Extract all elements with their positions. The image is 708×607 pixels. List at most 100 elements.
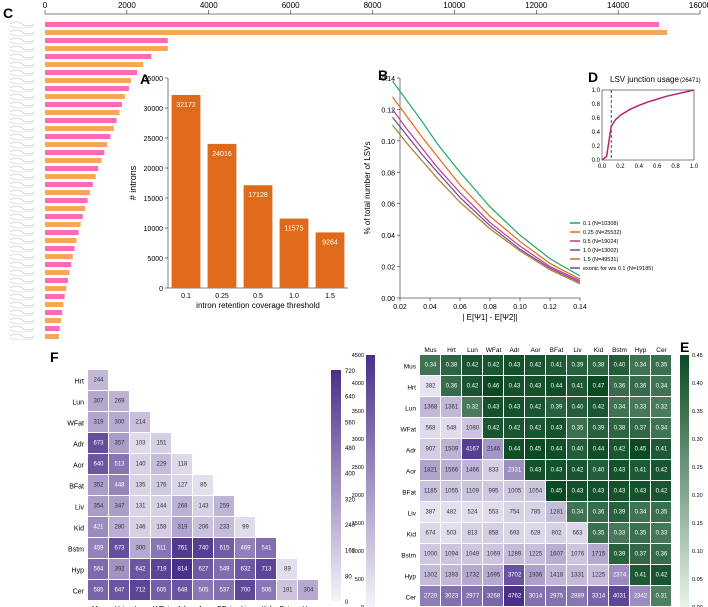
cell-value: 568 xyxy=(425,426,436,432)
cell-value: 176 xyxy=(156,483,167,489)
cell-value: 0.43 xyxy=(593,489,605,495)
svg-text:4500: 4500 xyxy=(352,353,364,359)
lsv-icon xyxy=(10,22,34,28)
col-label: Hyp xyxy=(635,347,647,354)
cell-value: 1289 xyxy=(508,552,522,558)
cell-value: 2146 xyxy=(487,447,501,453)
cell-value: 0.41 xyxy=(551,363,563,369)
svg-text:0.06: 0.06 xyxy=(381,202,395,209)
hbar xyxy=(45,190,90,195)
cell-value: 712 xyxy=(135,588,146,594)
lsv-icon xyxy=(10,102,34,108)
cell-value: 505 xyxy=(198,588,209,594)
hbar xyxy=(45,206,85,211)
cell-value: 103 xyxy=(135,441,146,447)
cell-value: 0.42 xyxy=(488,363,500,369)
cell-value: 0.45 xyxy=(551,489,563,495)
row-label: Hyp xyxy=(72,568,85,575)
cell-value: 3268 xyxy=(487,594,501,600)
cell-value: 0.40 xyxy=(572,405,584,411)
lsv-icon xyxy=(10,94,34,100)
cell-value: 858 xyxy=(488,531,499,537)
svg-text:560: 560 xyxy=(345,420,356,426)
lsv-icon xyxy=(10,62,34,68)
cell-value: 3314 xyxy=(592,594,606,600)
bar xyxy=(208,144,237,288)
colorbar xyxy=(331,370,341,601)
cell-value: 2977 xyxy=(466,594,480,600)
row-label: BFat xyxy=(402,490,416,497)
cell-value: 0.42 xyxy=(509,426,521,432)
cell-value: 0.43 xyxy=(551,468,563,474)
svg-text:0.30: 0.30 xyxy=(692,437,703,443)
cell-value: 564 xyxy=(93,567,104,573)
svg-text:0: 0 xyxy=(159,286,163,293)
hbar xyxy=(45,182,93,187)
svg-text:0.25: 0.25 xyxy=(692,465,703,471)
row-label: Hrt xyxy=(75,379,84,386)
cell-value: 0.42 xyxy=(656,489,668,495)
cell-value: 0.36 xyxy=(614,384,626,390)
cell-value: 0.34 xyxy=(656,426,668,432)
row-label: Hyp xyxy=(404,574,416,581)
row-label: Kid xyxy=(74,526,84,533)
cell-value: 2889 xyxy=(571,594,585,600)
cell-value: 605 xyxy=(156,588,167,594)
svg-text:0.0: 0.0 xyxy=(598,164,607,170)
lsv-icon xyxy=(10,118,34,124)
cell-value: 1185 xyxy=(424,489,438,495)
ylabel: # introns xyxy=(128,165,138,200)
hbar xyxy=(45,86,129,91)
cell-value: 0.31 xyxy=(656,594,668,600)
legend: 0.1 (N=10308)0.25 (N=25532)0.5 (N=19024)… xyxy=(570,221,653,272)
hbar xyxy=(45,326,60,331)
svg-text:0.15: 0.15 xyxy=(692,521,703,527)
line-series xyxy=(393,97,581,279)
bar-value: 24016 xyxy=(212,151,232,158)
cell-value: 3023 xyxy=(445,594,459,600)
xlabel: | E[Ψ1] - E[Ψ2]| xyxy=(462,313,517,322)
cell-value: 1225 xyxy=(529,552,543,558)
cell-value: 548 xyxy=(446,426,457,432)
cell-value: 693 xyxy=(509,531,520,537)
svg-text:0.2: 0.2 xyxy=(592,144,601,150)
cell-value: 506 xyxy=(261,588,272,594)
row-label: Bstm xyxy=(68,547,84,554)
cell-value: 632 xyxy=(240,567,251,573)
svg-text:1.0: 1.0 xyxy=(592,88,601,94)
cell-value: 995 xyxy=(488,489,499,495)
svg-text:0.35: 0.35 xyxy=(692,409,703,415)
colorbar-upper xyxy=(680,355,689,607)
cell-value: 459 xyxy=(93,546,104,552)
lsv-icon xyxy=(10,190,34,196)
cell-value: 713 xyxy=(261,567,272,573)
svg-text:3500: 3500 xyxy=(352,409,364,415)
cell-value: 319 xyxy=(93,420,104,426)
cell-value: 2975 xyxy=(550,594,564,600)
hbar xyxy=(45,254,73,259)
hbar xyxy=(45,166,98,171)
col-label: Liv xyxy=(573,347,582,354)
hbar xyxy=(45,214,83,219)
hbar xyxy=(45,286,66,291)
cell-value: 0.34 xyxy=(572,510,584,516)
cell-value: 814 xyxy=(177,567,188,573)
legend-item: 1.5 (N=49531) xyxy=(583,257,618,263)
cell-value: 1695 xyxy=(487,573,501,579)
cell-value: 0.32 xyxy=(656,405,668,411)
cell-value: 3014 xyxy=(529,594,543,600)
cell-value: 0.43 xyxy=(488,405,500,411)
hbar xyxy=(45,294,65,299)
lsv-icon xyxy=(10,270,34,276)
svg-text:20000: 20000 xyxy=(144,166,164,173)
cell-value: 0.45 xyxy=(635,447,647,453)
cell-value: 1055 xyxy=(445,489,459,495)
cell-value: 1302 xyxy=(424,573,438,579)
cell-value: 0.41 xyxy=(635,468,647,474)
cell-value: 0.42 xyxy=(614,447,626,453)
cell-value: 304 xyxy=(303,588,314,594)
cell-value: 4762 xyxy=(508,594,522,600)
svg-text:0.08: 0.08 xyxy=(483,304,497,311)
cell-value: 0.33 xyxy=(656,531,668,537)
cell-value: 2720 xyxy=(424,594,438,600)
